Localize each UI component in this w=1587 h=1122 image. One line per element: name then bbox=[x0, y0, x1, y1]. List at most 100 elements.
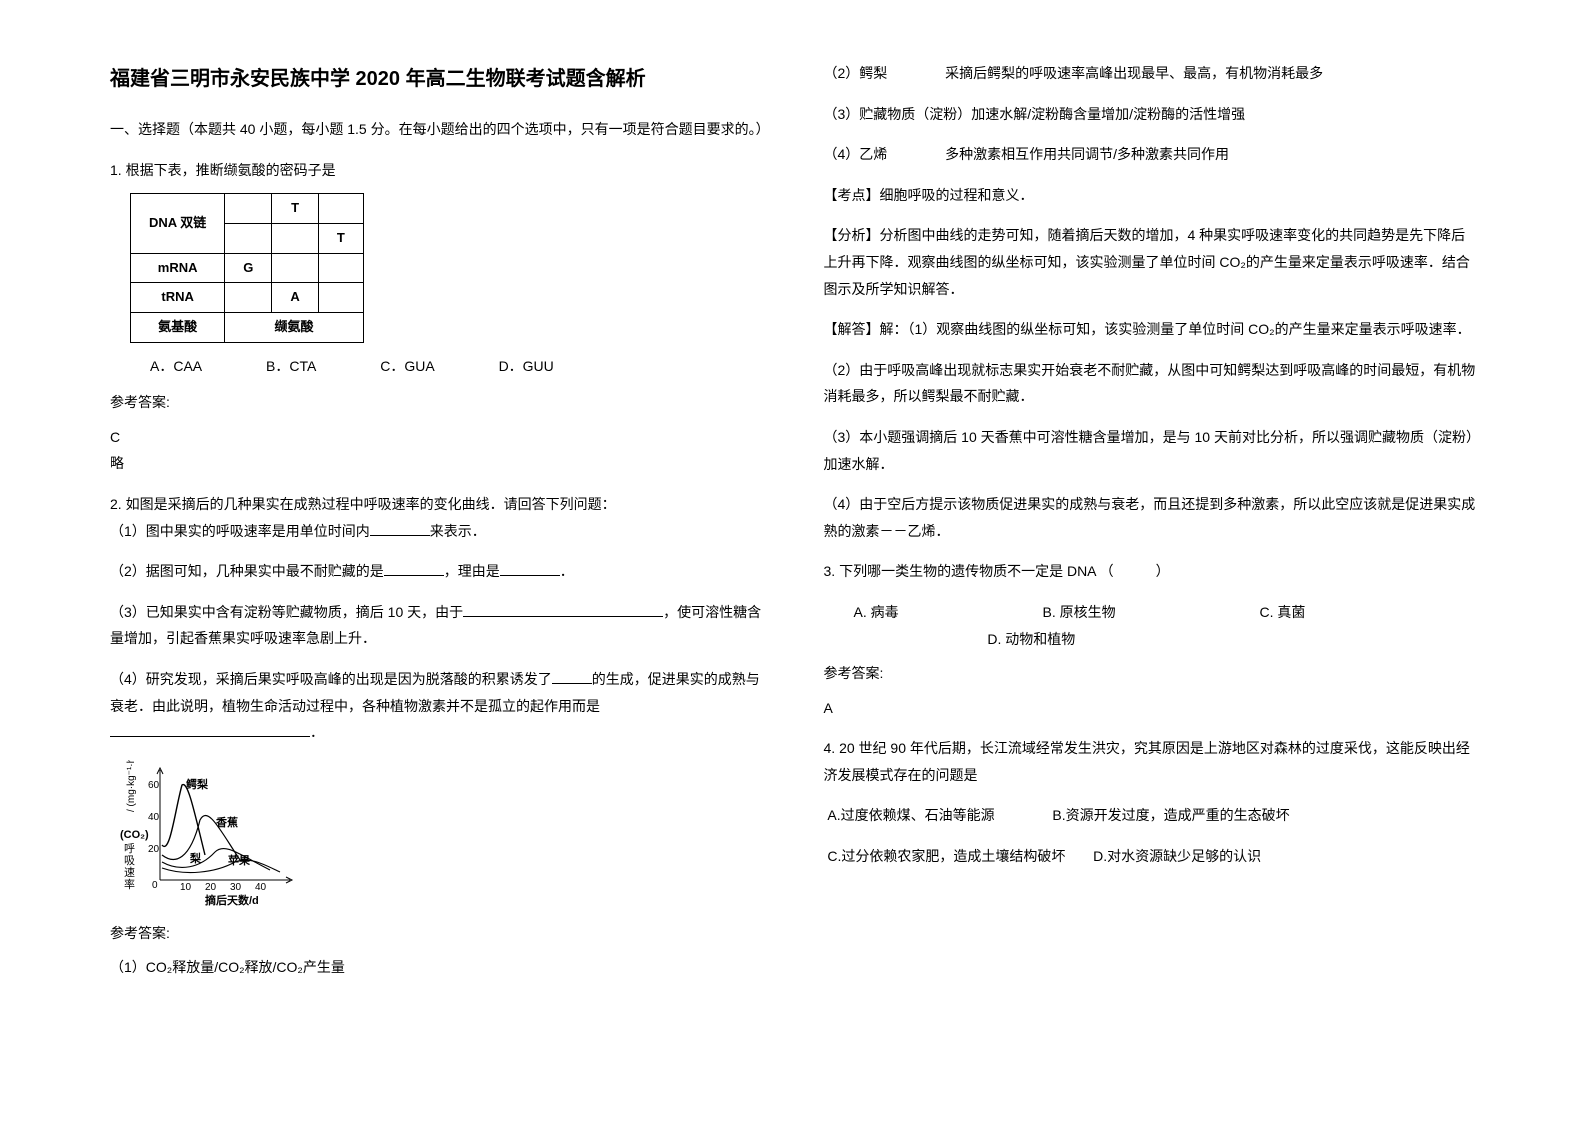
y-axis-label-3: 速 bbox=[124, 866, 135, 879]
ref-answer-label: 参考答案: bbox=[110, 920, 764, 947]
text: （2）鳄梨 bbox=[824, 65, 888, 81]
q3-optB: B. 原核生物 bbox=[1043, 599, 1116, 626]
q4-optD: D.对水资源缺少足够的认识 bbox=[1093, 848, 1261, 864]
blank bbox=[110, 736, 310, 737]
text: （2）据图可知，几种果实中最不耐贮藏的是 bbox=[110, 563, 384, 579]
jieda-4: （4）由于空后方提示该物质促进果实的成熟与衰老，而且还提到多种激素，所以此空应该… bbox=[824, 491, 1478, 544]
q1-answer: C bbox=[110, 424, 764, 451]
q3-optA: A. 病毒 bbox=[854, 599, 899, 626]
q4-opts-1: A.过度依赖煤、石油等能源 B.资源开发过度，造成严重的生态破坏 bbox=[824, 802, 1478, 829]
cell: DNA 双链 bbox=[131, 194, 225, 253]
text: （4）乙烯 bbox=[824, 146, 888, 162]
q1-note: 略 bbox=[110, 450, 764, 477]
chart-svg: 60 40 20 0 / (mg·kg⁻¹·h⁻¹) (CO₂) 呼 吸 速 率… bbox=[120, 760, 310, 910]
q4-opts-2: C.过分依赖农家肥，造成土壤结构破坏 D.对水资源缺少足够的认识 bbox=[824, 843, 1478, 870]
q1-optD: D．GUU bbox=[499, 358, 554, 374]
q1-optB: B．CTA bbox=[266, 358, 316, 374]
blank bbox=[370, 535, 430, 536]
jieda-2: （2）由于呼吸高峰出现就标志果实开始衰老不耐贮藏，从图中可知鳄梨达到呼吸高峰的时… bbox=[824, 357, 1478, 410]
cell: tRNA bbox=[131, 283, 225, 313]
q2-stem: 2. 如图是采摘后的几种果实在成熟过程中呼吸速率的变化曲线．请回答下列问题： bbox=[110, 491, 764, 518]
ref-answer-label: 参考答案: bbox=[110, 389, 764, 416]
q2-p4: （4）研究发现，采摘后果实呼吸高峰的出现是因为脱落酸的积累诱发了的生成，促进果实… bbox=[110, 666, 764, 746]
q3-opts-line1: A. 病毒 B. 原核生物 C. 真菌 bbox=[854, 599, 1478, 626]
q3-stem: 3. 下列哪一类生物的遗传物质不一定是 DNA （ ） bbox=[824, 558, 1478, 585]
q1-optC: C．GUA bbox=[380, 358, 434, 374]
question-1: 1. 根据下表，推断缬氨酸的密码子是 DNA 双链 T T mRNA G tRN… bbox=[110, 157, 764, 477]
text: （3）已知果实中含有淀粉等贮藏物质，摘后 10 天，由于 bbox=[110, 604, 463, 620]
ytick-40: 40 bbox=[148, 812, 160, 823]
text: 采摘后鳄梨的呼吸速率高峰出现最早、最高，有机物消耗最多 bbox=[945, 65, 1323, 81]
blank bbox=[384, 575, 444, 576]
page-title: 福建省三明市永安民族中学 2020 年高二生物联考试题含解析 bbox=[110, 60, 764, 98]
cell bbox=[318, 194, 363, 224]
q2-p2: （2）据图可知，几种果实中最不耐贮藏的是 ，理由是 ． bbox=[110, 558, 764, 585]
cell bbox=[272, 253, 318, 283]
section-heading: 一、选择题（本题共 40 小题，每小题 1.5 分。在每小题给出的四个选项中，只… bbox=[110, 116, 764, 143]
q2-a2: （2）鳄梨 采摘后鳄梨的呼吸速率高峰出现最早、最高，有机物消耗最多 bbox=[824, 60, 1478, 87]
q4-optB: B.资源开发过度，造成严重的生态破坏 bbox=[1052, 807, 1289, 823]
text: 来表示． bbox=[430, 523, 486, 539]
cell bbox=[225, 194, 272, 224]
label-banana: 香蕉 bbox=[215, 815, 238, 829]
blank bbox=[463, 616, 663, 617]
y-unit: (CO₂) bbox=[120, 829, 149, 841]
label-apple: 苹果 bbox=[228, 853, 250, 867]
fenxi: 【分析】分析图中曲线的走势可知，随着摘后天数的增加，4 种果实呼吸速率变化的共同… bbox=[824, 222, 1478, 302]
q1-optA: A．CAA bbox=[150, 358, 202, 374]
q2-p3: （3）已知果实中含有淀粉等贮藏物质，摘后 10 天，由于，使可溶性糖含量增加，引… bbox=[110, 599, 764, 652]
q3-answer: A bbox=[824, 695, 1478, 722]
blank bbox=[500, 575, 560, 576]
x-axis-label: 摘后天数/d bbox=[205, 893, 259, 907]
cell bbox=[318, 253, 363, 283]
q4-stem: 4. 20 世纪 90 年代后期，长江流域经常发生洪灾，究其原因是上游地区对森林… bbox=[824, 735, 1478, 788]
cell: T bbox=[272, 194, 318, 224]
jieda-1: 【解答】解：（1）观察曲线图的纵坐标可知，该实验测量了单位时间 CO₂的产生量来… bbox=[824, 316, 1478, 343]
xtick-20: 20 bbox=[205, 882, 217, 893]
text: ． bbox=[560, 563, 574, 579]
y-axis-label-4: 率 bbox=[124, 877, 135, 891]
text: （1）图中果实的呼吸速率是用单位时间内 bbox=[110, 523, 370, 539]
cell: T bbox=[318, 223, 363, 253]
q3-opts-line2: D. 动物和植物 bbox=[824, 626, 1478, 653]
label-avocado: 鳄梨 bbox=[186, 777, 209, 791]
cell: mRNA bbox=[131, 253, 225, 283]
text: ． bbox=[310, 724, 324, 740]
ytick-0: 0 bbox=[152, 880, 158, 891]
q3-optD: D. 动物和植物 bbox=[987, 631, 1075, 647]
cell: 缬氨酸 bbox=[225, 312, 363, 342]
q3-optC: C. 真菌 bbox=[1260, 604, 1306, 620]
text: ，理由是 bbox=[444, 563, 500, 579]
cell: A bbox=[272, 283, 318, 313]
q4-optA: A.过度依赖煤、石油等能源 bbox=[827, 807, 994, 823]
ref-answer-label: 参考答案: bbox=[824, 660, 1478, 687]
blank bbox=[552, 683, 592, 684]
q2-a1: （1）CO₂释放量/CO₂释放/CO₂产生量 bbox=[110, 954, 764, 981]
ytick-60: 60 bbox=[148, 780, 160, 791]
q4-optC: C.过分依赖农家肥，造成土壤结构破坏 bbox=[827, 848, 1065, 864]
cell bbox=[225, 283, 272, 313]
q2-chart: 60 40 20 0 / (mg·kg⁻¹·h⁻¹) (CO₂) 呼 吸 速 率… bbox=[120, 760, 764, 910]
xtick-30: 30 bbox=[230, 882, 242, 893]
text: （4）研究发现，采摘后果实呼吸高峰的出现是因为脱落酸的积累诱发了 bbox=[110, 671, 552, 687]
q2-a4: （4）乙烯 多种激素相互作用共同调节/多种激素共同作用 bbox=[824, 141, 1478, 168]
ytick-20: 20 bbox=[148, 844, 160, 855]
cell bbox=[318, 283, 363, 313]
question-3: 3. 下列哪一类生物的遗传物质不一定是 DNA （ ） A. 病毒 B. 原核生… bbox=[824, 558, 1478, 721]
cell: 氨基酸 bbox=[131, 312, 225, 342]
xtick-40: 40 bbox=[255, 882, 267, 893]
y-axis-label-1: 呼 bbox=[124, 842, 135, 855]
question-2: 2. 如图是采摘后的几种果实在成熟过程中呼吸速率的变化曲线．请回答下列问题： （… bbox=[110, 491, 764, 981]
jieda-3: （3）本小题强调摘后 10 天香蕉中可溶性糖含量增加，是与 10 天前对比分析，… bbox=[824, 424, 1478, 477]
q2-a3: （3）贮藏物质（淀粉）加速水解/淀粉酶含量增加/淀粉酶的活性增强 bbox=[824, 101, 1478, 128]
kaodian: 【考点】细胞呼吸的过程和意义． bbox=[824, 182, 1478, 209]
q1-stem: 1. 根据下表，推断缬氨酸的密码子是 bbox=[110, 157, 764, 184]
q1-table: DNA 双链 T T mRNA G tRNA A bbox=[130, 193, 364, 342]
label-pear: 梨 bbox=[189, 851, 202, 865]
question-4: 4. 20 世纪 90 年代后期，长江流域经常发生洪灾，究其原因是上游地区对森林… bbox=[824, 735, 1478, 869]
xtick-10: 10 bbox=[180, 882, 192, 893]
y-unit-top: / (mg·kg⁻¹·h⁻¹) bbox=[126, 760, 137, 812]
q1-options: A．CAA B．CTA C．GUA D．GUU bbox=[150, 353, 764, 380]
text: 多种激素相互作用共同调节/多种激素共同作用 bbox=[945, 146, 1229, 162]
cell: G bbox=[225, 253, 272, 283]
